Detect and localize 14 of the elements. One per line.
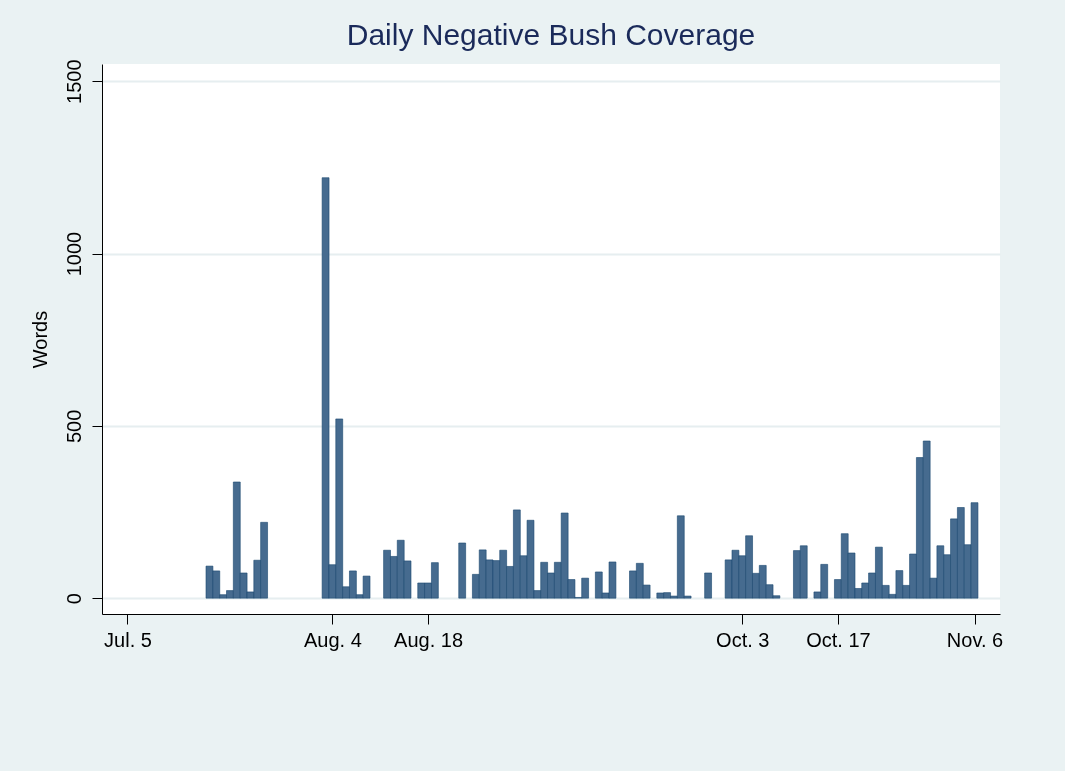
y-axis-title: Words bbox=[28, 310, 51, 369]
bar bbox=[458, 542, 466, 599]
y-tick-label: 1500 bbox=[62, 59, 85, 104]
x-tick-label: Aug. 18 bbox=[394, 628, 464, 651]
y-tick-label: 500 bbox=[62, 409, 85, 444]
y-tick-label: 1000 bbox=[62, 231, 85, 277]
x-tick-label: Jul. 5 bbox=[104, 628, 152, 651]
y-tick-label: 0 bbox=[62, 593, 85, 605]
bar bbox=[704, 572, 712, 599]
x-tick-label: Oct. 3 bbox=[716, 628, 770, 651]
x-tick-label: Aug. 4 bbox=[304, 628, 362, 651]
chart-title: Daily Negative Bush Coverage bbox=[346, 17, 756, 51]
x-tick-label: Oct. 17 bbox=[806, 628, 871, 651]
x-tick-label: Nov. 6 bbox=[946, 628, 1004, 651]
